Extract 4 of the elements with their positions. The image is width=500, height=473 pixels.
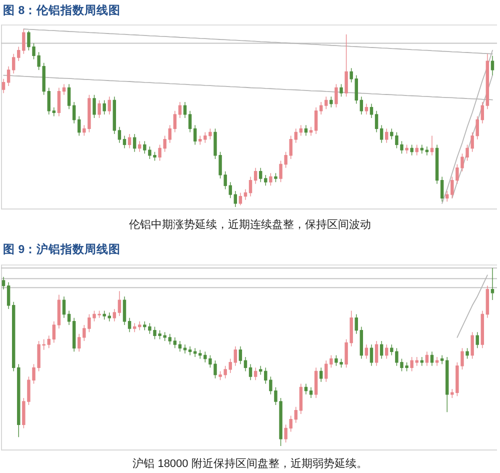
text: 伦铝中期涨势延续，近期连续盘整，保持区间波动 (129, 218, 371, 231)
text: 沪铝 18000 附近保持区间盘整，近期弱势延续。 (132, 457, 368, 470)
chart-title: 图 9：沪铝指数周线图 (3, 242, 121, 256)
chart-title: 图 8：伦铝指数周线图 (3, 3, 121, 17)
